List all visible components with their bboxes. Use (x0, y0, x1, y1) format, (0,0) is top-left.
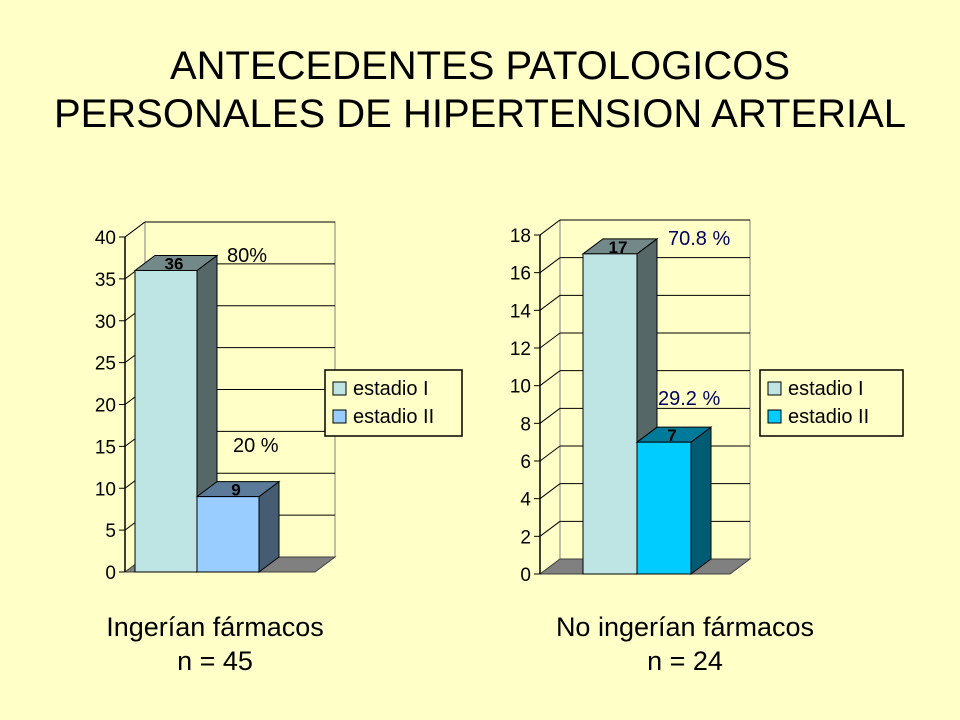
y-tick-label: 25 (95, 354, 116, 375)
title-line-1: ANTECEDENTES PATOLOGICOS (169, 44, 791, 88)
y-tick-label: 12 (510, 339, 531, 360)
y-tick-label: 16 (510, 264, 531, 285)
y-tick-label: 14 (510, 301, 532, 322)
gridline-side (539, 370, 561, 387)
y-tick-label: 6 (520, 452, 531, 473)
percent-label: 80% (227, 245, 267, 267)
gridline-side (539, 332, 561, 349)
y-tick-label: 4 (520, 490, 531, 511)
gridline-side (539, 407, 561, 424)
y-tick-label: 8 (520, 414, 531, 435)
right-chart-caption: No ingerían fármacos n = 24 (525, 610, 845, 678)
y-tick-label: 10 (95, 479, 116, 500)
y-tick-label: 35 (95, 270, 116, 291)
legend-label: estadio II (353, 406, 434, 428)
bar-front (134, 270, 198, 573)
legend-swatch (332, 381, 347, 396)
title-line-2: PERSONALES DE HIPERTENSION ARTERIAL (53, 92, 907, 136)
legend-swatch (332, 409, 347, 424)
left-caption-line-2: n = 45 (177, 646, 253, 676)
legend: estadio I estadio II (324, 369, 463, 437)
bar-front (582, 253, 638, 575)
y-tick-label: 10 (510, 377, 531, 398)
bar-front (636, 441, 692, 575)
legend-swatch (767, 381, 782, 396)
y-tick-label: 20 (95, 396, 116, 417)
legend-label: estadio I (353, 378, 429, 400)
y-tick-label: 5 (105, 521, 116, 542)
y-tick-label: 0 (520, 565, 531, 586)
legend-label: estadio II (788, 406, 869, 428)
slide-title: ANTECEDENTES PATOLOGICOS PERSONALES DE H… (0, 42, 960, 138)
y-tick-label: 2 (520, 527, 531, 548)
percent-label: 29.2 % (658, 388, 720, 410)
data-label: 9 (231, 481, 240, 500)
gridline-side (539, 219, 561, 236)
gridline-side (539, 520, 561, 537)
legend: estadio I estadio II (759, 369, 904, 437)
gridline-side (539, 294, 561, 311)
bar-side (258, 480, 280, 573)
y-tick-label: 30 (95, 312, 116, 333)
gridline-side (539, 257, 561, 274)
y-tick-label: 40 (95, 228, 116, 249)
y-tick-label: 15 (95, 437, 116, 458)
legend-box (759, 369, 904, 437)
legend-box (324, 369, 463, 437)
gridline-side (124, 221, 146, 238)
y-tick-label: 0 (105, 563, 116, 584)
legend-swatch (767, 409, 782, 424)
bar-estadio-II (635, 426, 713, 575)
right-caption-line-1: No ingerían fármacos (555, 612, 815, 642)
legend-label: estadio I (788, 378, 864, 400)
bar-side (690, 426, 712, 575)
bar-front (196, 496, 260, 573)
bar-estadio-II (195, 480, 281, 573)
y-tick-label: 18 (510, 226, 531, 247)
data-label: 17 (609, 238, 628, 257)
side-wall (539, 219, 561, 575)
gridline-side (539, 483, 561, 500)
data-label: 7 (667, 426, 676, 445)
left-chart-caption: Ingerían fármacos n = 45 (60, 610, 370, 678)
percent-label: 70.8 % (668, 228, 730, 250)
data-label: 36 (165, 255, 184, 274)
right-caption-line-2: n = 24 (647, 646, 723, 676)
gridline-side (539, 445, 561, 462)
left-caption-line-1: Ingerían fármacos (106, 612, 324, 642)
percent-label: 20 % (233, 435, 279, 457)
